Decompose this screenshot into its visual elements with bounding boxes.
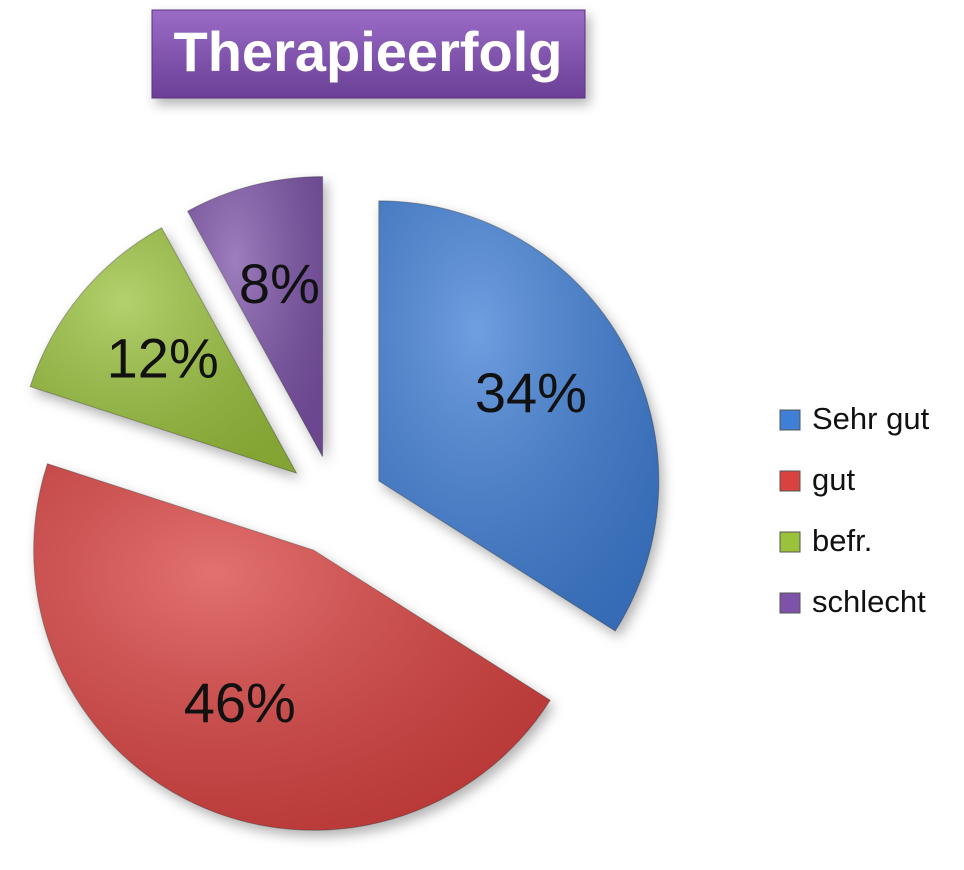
legend-swatch [779, 592, 801, 614]
data-label: 12% [107, 326, 219, 389]
slice-shading [187, 176, 323, 457]
data-label: 8% [239, 252, 320, 315]
chart-title: Therapieerfolg [174, 20, 563, 83]
slice-shading [33, 463, 551, 831]
legend-swatch [779, 409, 801, 431]
legend-swatch [779, 470, 801, 492]
pie: 34% 46% 12% 8% [29, 176, 660, 831]
data-label: 34% [475, 361, 587, 424]
legend-label: schlecht [812, 584, 926, 619]
legend-label: befr. [812, 523, 872, 558]
data-label: 46% [184, 671, 296, 734]
title-box [151, 9, 586, 99]
legend: Sehr gut gut befr. schlecht [779, 401, 930, 619]
legend-label: Sehr gut [812, 401, 930, 436]
legend-swatch [779, 531, 801, 553]
slice-shading [30, 227, 297, 474]
legend-label: gut [812, 462, 855, 497]
slice-shading [378, 200, 659, 631]
